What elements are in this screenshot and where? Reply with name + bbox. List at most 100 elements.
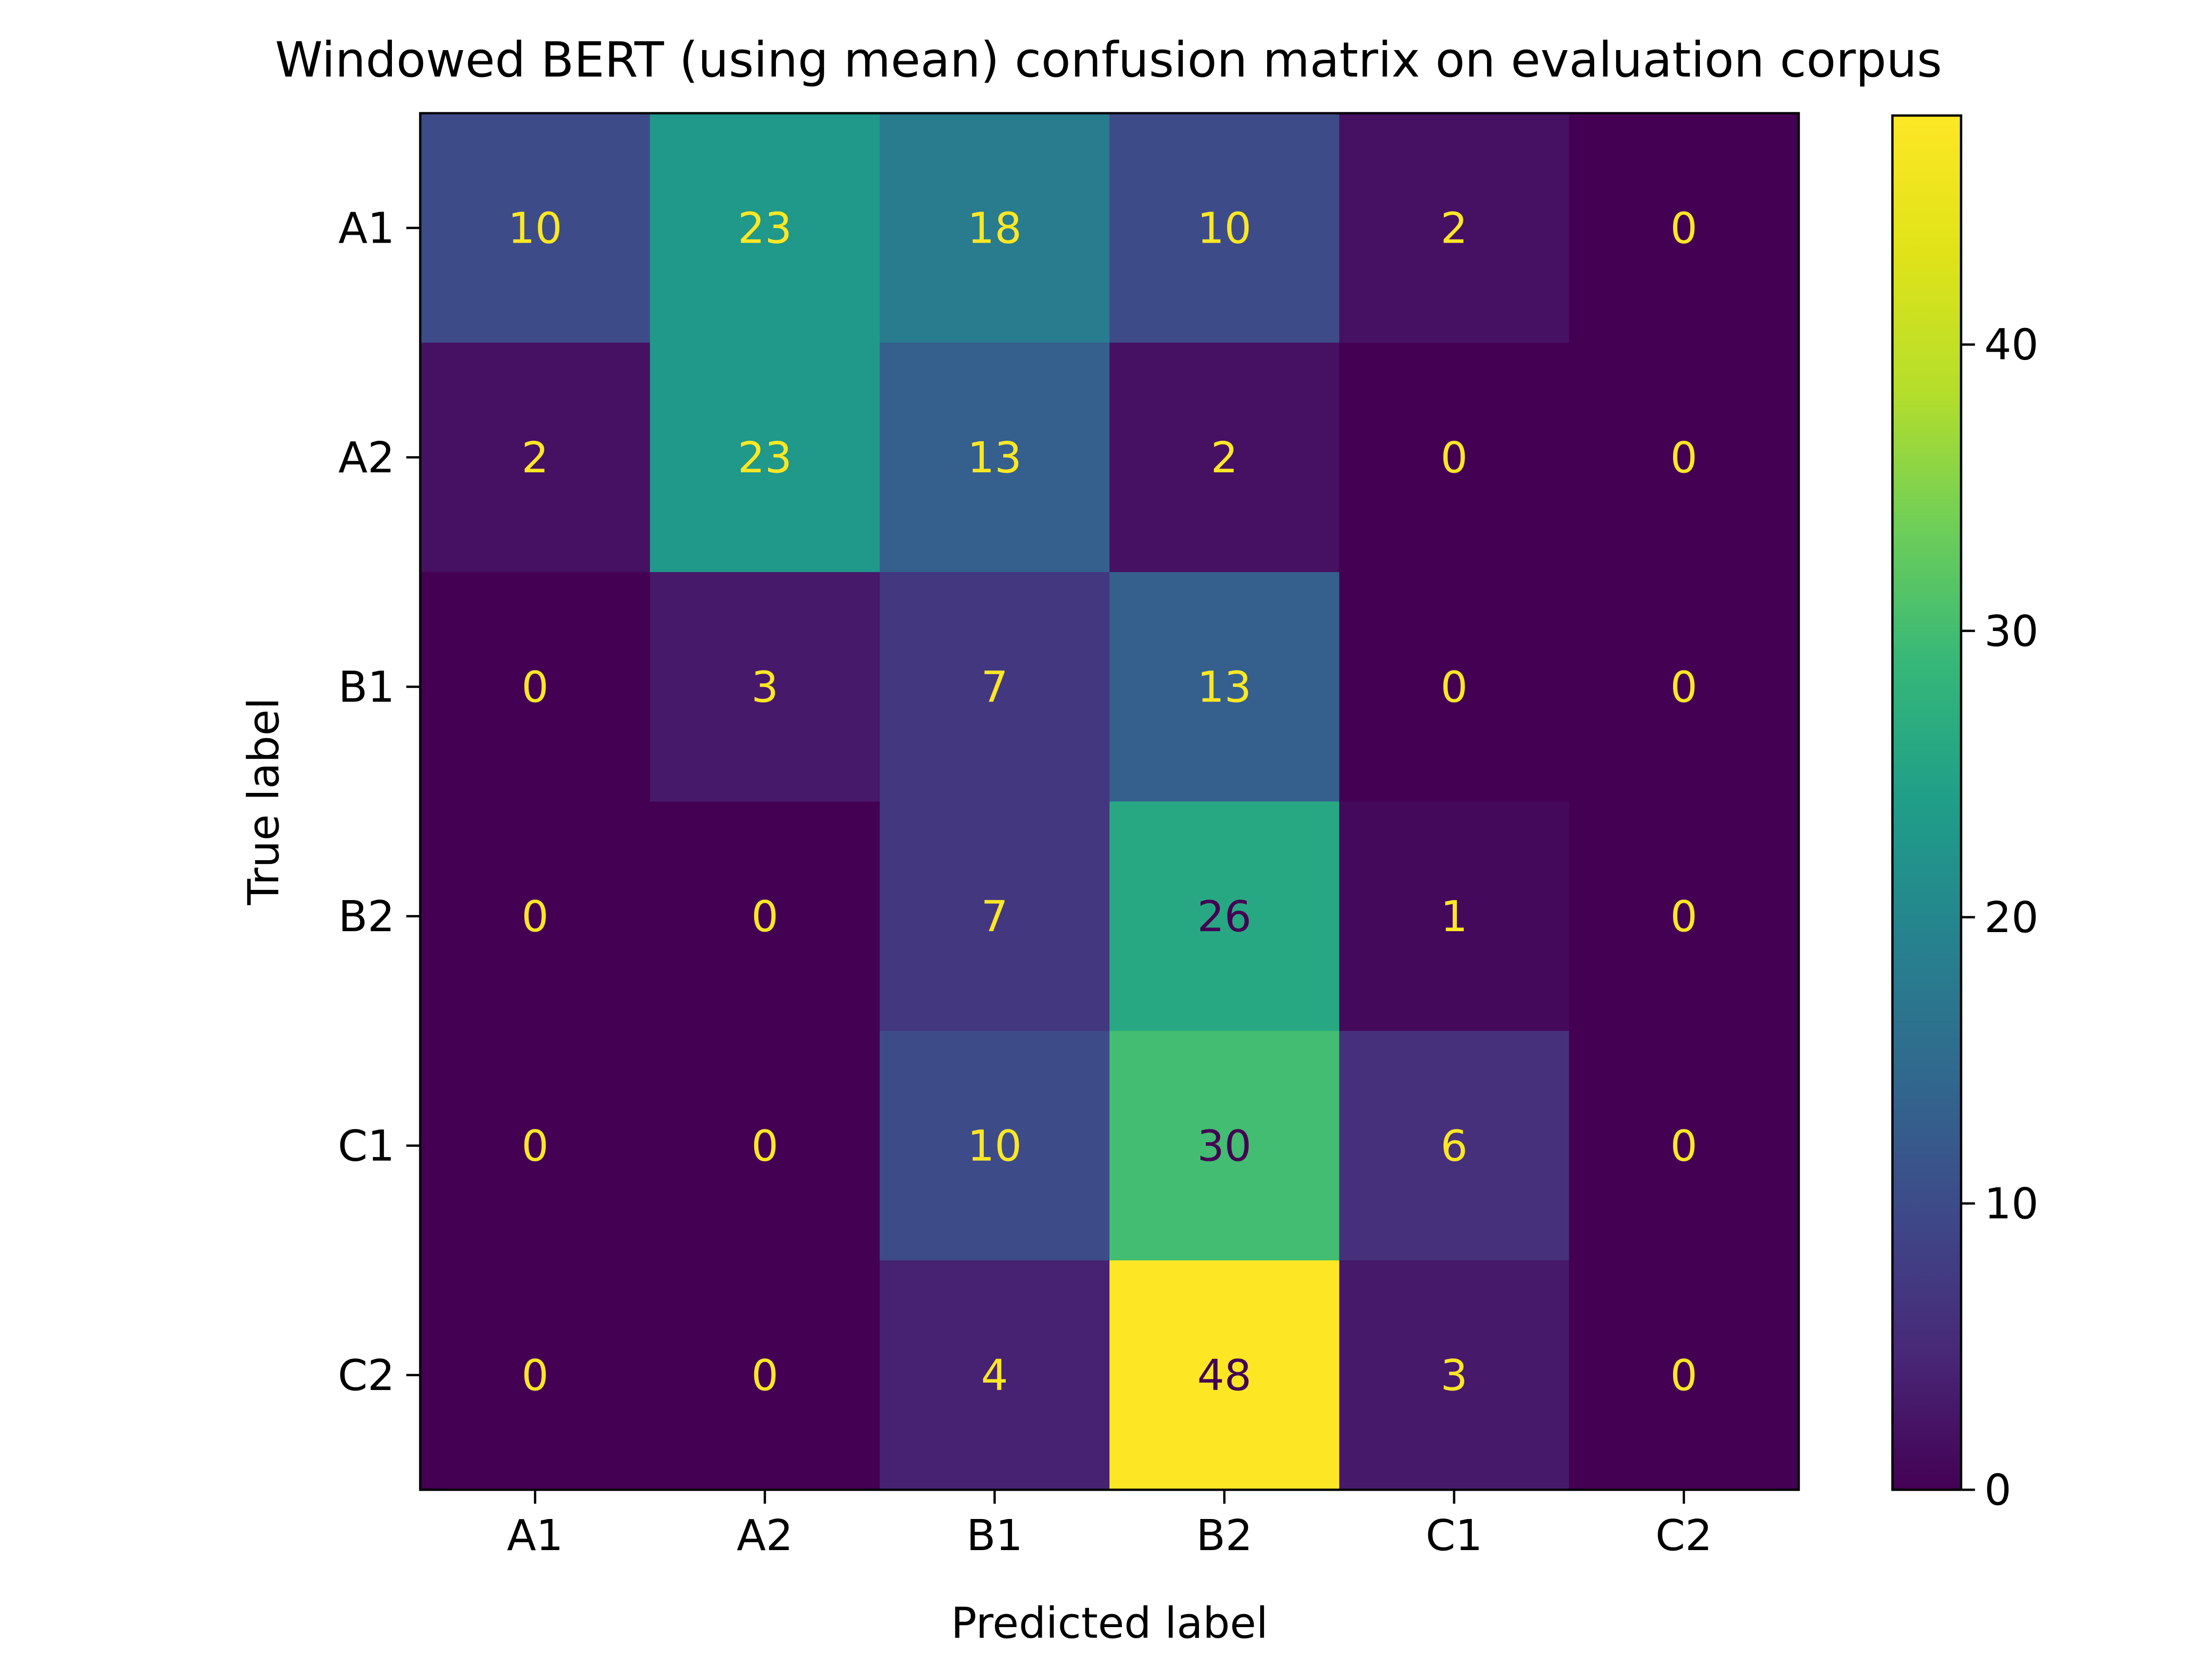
y-axis-label: True label	[239, 697, 289, 905]
cell-value-label: 23	[737, 203, 792, 253]
cell-value-label: 4	[981, 1351, 1008, 1400]
cell-value-label: 0	[1670, 662, 1698, 712]
y-tick-label: B2	[338, 892, 395, 941]
cell-value-label: 1	[1441, 892, 1468, 941]
x-tick-label: A1	[507, 1511, 563, 1560]
cell-value-label: 13	[1197, 662, 1251, 712]
heatmap-cell	[420, 113, 650, 343]
heatmap-cell	[879, 113, 1110, 343]
heatmap-cell	[1569, 342, 1799, 573]
heatmap-cell	[420, 1031, 650, 1261]
cell-value-label: 0	[521, 1351, 549, 1400]
heatmap-cell	[1109, 1031, 1340, 1261]
chart-title: Windowed BERT (using mean) confusion mat…	[275, 32, 1942, 88]
colorbar	[1891, 114, 1962, 1491]
heatmap-cell	[1109, 342, 1340, 573]
cell-value-label: 10	[508, 203, 562, 253]
heatmap-cell	[1569, 113, 1799, 343]
x-axis-ticks: A1 A2 B1 B2 C1 C2	[507, 1490, 1712, 1560]
heatmap-cell	[1569, 801, 1799, 1031]
heatmap-cell	[879, 801, 1110, 1031]
cell-value-label: 0	[1441, 433, 1468, 483]
heatmap-cell	[650, 342, 880, 573]
heatmap-cell	[879, 572, 1110, 802]
cell-value-label: 10	[1197, 203, 1251, 253]
heatmap-cell	[420, 572, 650, 802]
cell-value-label: 3	[1441, 1351, 1468, 1400]
heatmap-cell	[420, 1260, 650, 1490]
heatmap-cell	[879, 1031, 1110, 1261]
cell-value-label: 18	[968, 203, 1022, 253]
colorbar-ticks: 0 10 20 30 40	[1961, 320, 2039, 1515]
colorbar-tick-label: 0	[1984, 1465, 2012, 1515]
cell-value-label: 26	[1197, 892, 1251, 941]
cell-value-label: 0	[1670, 203, 1698, 253]
x-tick-label: B2	[1196, 1511, 1253, 1560]
cell-value-label: 2	[1441, 203, 1468, 253]
heatmap-cell	[1339, 1031, 1570, 1261]
colorbar-tick-label: 10	[1984, 1179, 2039, 1229]
cell-value-label: 0	[751, 1351, 779, 1400]
heatmap-cell	[1339, 801, 1570, 1031]
cell-value-label: 0	[1441, 662, 1468, 712]
cell-value-label: 0	[1670, 1351, 1698, 1400]
heatmap-cell	[650, 1031, 880, 1261]
heatmap-cell	[1109, 801, 1340, 1031]
plot-frame	[419, 112, 1800, 1491]
x-tick-label: A2	[737, 1511, 793, 1560]
cell-value-label: 2	[521, 433, 549, 483]
cell-value-label: 0	[521, 892, 549, 941]
heatmap-cell	[1339, 1260, 1570, 1490]
y-axis-ticks: A1 A2 B1 B2 C1 C2	[338, 203, 420, 1400]
cell-value-label: 10	[968, 1121, 1022, 1171]
cell-value-label: 48	[1197, 1351, 1251, 1400]
heatmap-cell	[1569, 572, 1799, 802]
cell-value-label: 0	[521, 1121, 549, 1171]
x-axis-label: Predicted label	[951, 1598, 1268, 1648]
cell-value-label: 0	[1670, 892, 1698, 941]
heatmap-cell	[1339, 342, 1570, 573]
y-tick-label: A1	[339, 203, 395, 253]
cell-value-label: 6	[1441, 1121, 1468, 1171]
cell-value-label: 0	[521, 662, 549, 712]
y-tick-label: A2	[339, 433, 395, 483]
cell-value-label: 7	[981, 892, 1008, 941]
heatmap-cell	[1109, 572, 1340, 802]
cell-value-label: 30	[1197, 1121, 1251, 1171]
x-tick-label: C1	[1426, 1511, 1483, 1560]
heatmap-cell	[1569, 1031, 1799, 1261]
heatmap-cells	[420, 113, 1799, 1490]
y-tick-label: C1	[338, 1121, 395, 1171]
x-tick-label: C2	[1655, 1511, 1712, 1560]
cell-value-label: 7	[981, 662, 1008, 712]
heatmap-cell	[879, 342, 1110, 573]
cell-value-label: 0	[751, 892, 779, 941]
heatmap-cell	[420, 342, 650, 573]
colorbar-tick-label: 20	[1984, 893, 2039, 942]
heatmap-cell	[650, 113, 880, 343]
cell-value-label: 0	[1670, 1121, 1698, 1171]
heatmap-cell	[1569, 1260, 1799, 1490]
heatmap-cell	[650, 1260, 880, 1490]
cell-value-label: 0	[751, 1121, 779, 1171]
heatmap-cell	[420, 801, 650, 1031]
y-tick-label: C2	[338, 1351, 395, 1400]
cell-value-label: 23	[737, 433, 792, 483]
cell-value-label: 0	[1670, 433, 1698, 483]
cell-value-label: 13	[968, 433, 1022, 483]
heatmap-cell	[650, 801, 880, 1031]
colorbar-tick-label: 30	[1984, 606, 2039, 656]
colorbar-tick-label: 40	[1984, 320, 2039, 370]
heatmap-cell	[1339, 572, 1570, 802]
y-tick-label: B1	[338, 662, 395, 712]
heatmap-cell	[879, 1260, 1110, 1490]
cell-value-label: 2	[1211, 433, 1238, 483]
heatmap-cell	[1109, 1260, 1340, 1490]
heatmap-cell	[1109, 113, 1340, 343]
heatmap-cell	[1339, 113, 1570, 343]
heatmap-cell	[650, 572, 880, 802]
cell-value-labels: 10 23 18 10 2 02 23 13 2 0 00 3 7 13 0 00 0 7 26 1 00 0 10 30 6 0…	[508, 203, 1697, 1400]
x-tick-label: B1	[967, 1511, 1023, 1560]
cell-value-label: 3	[751, 662, 779, 712]
